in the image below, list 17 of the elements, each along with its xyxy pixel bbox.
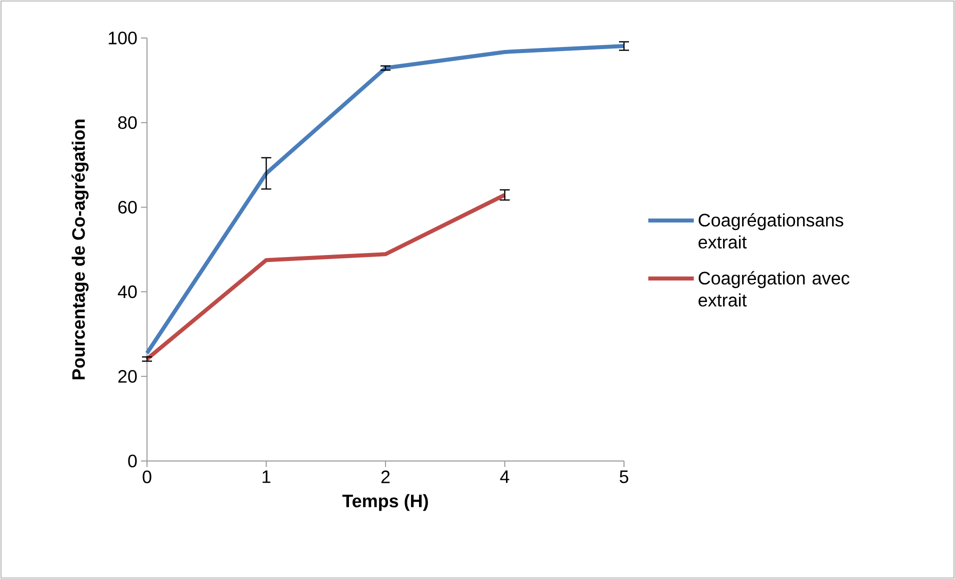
line-series (145, 192, 507, 362)
y-tick-label: 20 (118, 370, 137, 383)
y-tick-label: 100 (108, 32, 137, 44)
y-tick-label: 80 (118, 116, 137, 129)
x-tick-label: 4 (500, 470, 510, 483)
x-axis-title: Temps (H) (342, 494, 428, 511)
x-tick-label: 0 (142, 470, 152, 484)
x-tick-label: 5 (620, 470, 628, 484)
y-tick-label: 40 (118, 285, 137, 298)
legend-label: Coagrégation avec extrait (698, 271, 850, 307)
x-tick-label: 2 (381, 470, 390, 484)
legend-label: Coagrégationsans extrait (698, 213, 844, 249)
line-series (145, 44, 626, 356)
y-tick-label: 60 (118, 200, 137, 214)
x-tick-label: 1 (262, 470, 270, 483)
y-tick-label: 0 (128, 454, 137, 468)
y-axis-title: Pourcentage de Co-agrégation (72, 120, 89, 380)
